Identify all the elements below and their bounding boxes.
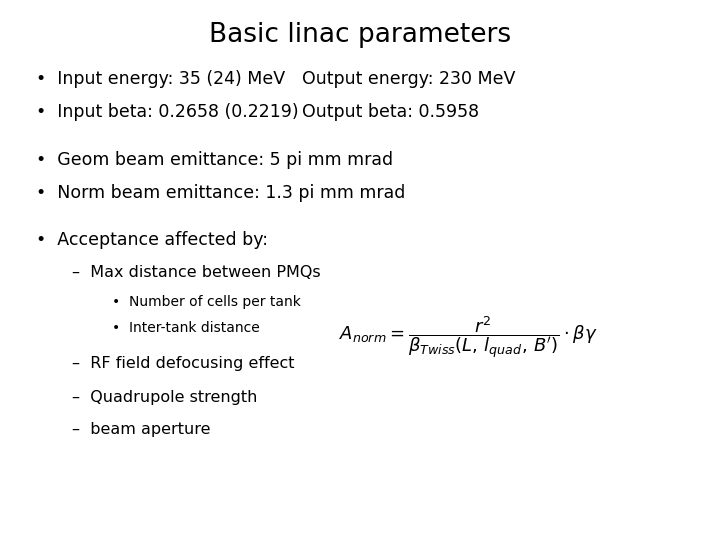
Text: •  Norm beam emittance: 1.3 pi mm mrad: • Norm beam emittance: 1.3 pi mm mrad xyxy=(36,184,405,201)
Text: •  Number of cells per tank: • Number of cells per tank xyxy=(112,295,300,309)
Text: –  Max distance between PMQs: – Max distance between PMQs xyxy=(72,265,320,280)
Text: •  Input energy: 35 (24) MeV: • Input energy: 35 (24) MeV xyxy=(36,70,285,88)
Text: •  Geom beam emittance: 5 pi mm mrad: • Geom beam emittance: 5 pi mm mrad xyxy=(36,151,393,169)
Text: Output energy: 230 MeV: Output energy: 230 MeV xyxy=(302,70,516,88)
Text: Basic linac parameters: Basic linac parameters xyxy=(209,22,511,48)
Text: •  Acceptance affected by:: • Acceptance affected by: xyxy=(36,231,268,249)
Text: –  RF field defocusing effect: – RF field defocusing effect xyxy=(72,356,294,372)
Text: –  beam aperture: – beam aperture xyxy=(72,422,210,437)
Text: •  Inter-tank distance: • Inter-tank distance xyxy=(112,321,259,335)
Text: •  Input beta: 0.2658 (0.2219): • Input beta: 0.2658 (0.2219) xyxy=(36,103,299,120)
Text: $A_{norm} = \dfrac{r^{2}}{\beta_{Twiss}(L,\, l_{quad},\, B^{\prime})} \cdot \bet: $A_{norm} = \dfrac{r^{2}}{\beta_{Twiss}(… xyxy=(338,314,598,361)
Text: Output beta: 0.5958: Output beta: 0.5958 xyxy=(302,103,480,120)
Text: –  Quadrupole strength: – Quadrupole strength xyxy=(72,390,257,405)
